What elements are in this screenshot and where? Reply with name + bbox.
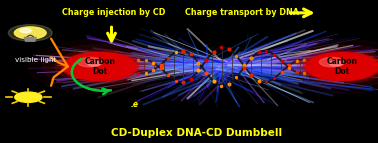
Circle shape (64, 53, 136, 80)
Circle shape (61, 52, 139, 81)
Circle shape (15, 92, 42, 102)
Text: Charge transport by DNA: Charge transport by DNA (185, 8, 299, 17)
Circle shape (43, 45, 158, 88)
Text: CD-Duplex DNA-CD Dumbbell: CD-Duplex DNA-CD Dumbbell (111, 128, 282, 138)
Text: Carbon
Dot: Carbon Dot (85, 57, 116, 76)
Text: .e: .e (130, 100, 138, 109)
Circle shape (319, 57, 345, 67)
Text: Charge injection by CD: Charge injection by CD (62, 8, 165, 17)
Text: Carbon
Dot: Carbon Dot (327, 57, 358, 76)
Circle shape (77, 57, 103, 67)
Text: visible light: visible light (15, 57, 57, 63)
Circle shape (303, 52, 378, 81)
Circle shape (20, 28, 31, 33)
Circle shape (285, 45, 378, 88)
Circle shape (14, 27, 46, 39)
Circle shape (8, 25, 52, 41)
Circle shape (306, 53, 378, 80)
Circle shape (306, 53, 378, 80)
Circle shape (297, 49, 378, 84)
Circle shape (55, 49, 145, 84)
Circle shape (87, 61, 100, 66)
Polygon shape (24, 37, 36, 41)
Circle shape (64, 53, 136, 80)
Circle shape (329, 61, 342, 66)
